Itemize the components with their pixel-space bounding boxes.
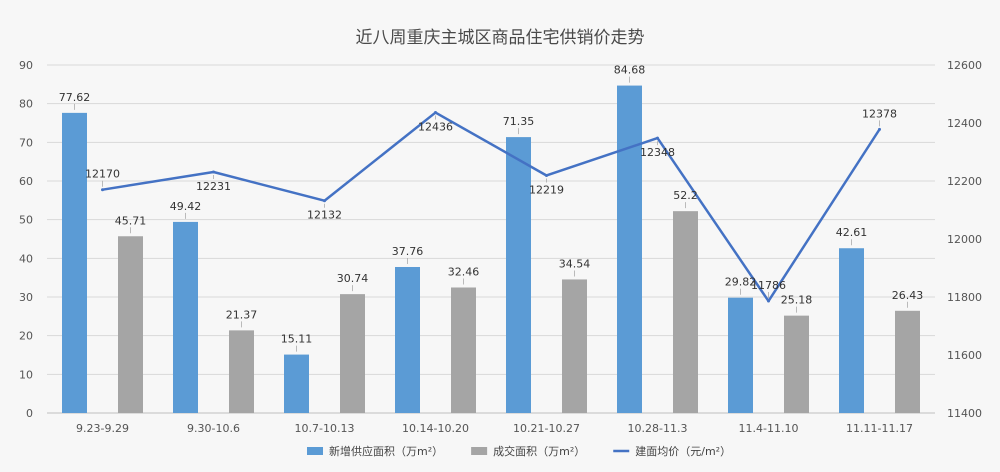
line-point xyxy=(434,111,437,115)
bar xyxy=(617,85,642,413)
bar-data-label: 25.18 xyxy=(781,294,813,307)
bar-data-label: 30.74 xyxy=(337,272,369,285)
bar-data-label: 71.35 xyxy=(503,115,535,128)
y-left-tick-label: 60 xyxy=(19,175,33,188)
y-right-tick-label: 11600 xyxy=(947,349,982,362)
y-left-tick-label: 20 xyxy=(19,330,33,343)
line-data-label: 12348 xyxy=(640,146,675,159)
y-right-tick-label: 12600 xyxy=(947,59,982,72)
y-left-tick-label: 70 xyxy=(19,136,33,149)
x-tick-label: 11.11-11.17 xyxy=(846,422,913,435)
bar xyxy=(562,279,587,413)
bars xyxy=(62,85,920,414)
bar-data-label: 45.71 xyxy=(115,214,147,227)
x-tick-label: 10.28-11.3 xyxy=(628,422,688,435)
bar xyxy=(395,266,420,413)
bar xyxy=(229,330,254,413)
legend-label: 建面均价（元/m²） xyxy=(635,444,731,458)
y-axis-left: 0 10 20 30 40 50 60 70 80 90 xyxy=(19,59,33,420)
line-data-label: 12132 xyxy=(307,209,342,222)
y-right-tick-label: 12000 xyxy=(947,233,982,246)
x-tick-label: 9.23-9.29 xyxy=(76,422,129,435)
line-point xyxy=(212,170,215,174)
chart-title: 近八周重庆主城区商品住宅供销价走势 xyxy=(356,28,645,48)
y-axis-right: 11400 11600 11800 12000 12200 12400 12600 xyxy=(947,59,982,420)
bar xyxy=(62,112,87,414)
bar-data-label: 21.37 xyxy=(226,308,258,321)
line-point xyxy=(656,136,659,140)
x-tick-label: 10.14-10.20 xyxy=(402,422,469,435)
data-labels: 77.62 45.71 49.42 21.37 15.11 30.74 37.76 32.46… xyxy=(59,64,924,352)
bar xyxy=(173,221,198,413)
bar-data-label: 37.76 xyxy=(392,245,424,258)
y-right-tick-label: 11800 xyxy=(947,291,982,304)
line-point xyxy=(767,299,770,303)
bar-data-label: 34.54 xyxy=(559,257,591,270)
line-data-label: 12378 xyxy=(862,107,897,120)
line-point xyxy=(101,188,104,192)
x-tick-label: 9.30-10.6 xyxy=(187,422,240,435)
bar-data-label: 32.46 xyxy=(448,265,480,278)
bar xyxy=(340,294,365,413)
line-data-label: 12436 xyxy=(418,121,453,134)
bar xyxy=(451,287,476,413)
y-left-tick-label: 40 xyxy=(19,252,33,265)
bar-data-label: 77.62 xyxy=(59,91,91,104)
series-line xyxy=(102,111,881,303)
x-tick-label: 11.4-11.10 xyxy=(739,422,799,435)
bar-data-label: 84.68 xyxy=(614,64,646,77)
bar xyxy=(284,354,309,413)
y-left-tick-label: 30 xyxy=(19,291,33,304)
x-axis: 9.23-9.29 9.30-10.6 10.7-10.13 10.14-10.20 1… xyxy=(47,412,935,435)
legend-swatch xyxy=(307,447,323,455)
bar xyxy=(118,236,143,413)
bar-data-label: 42.61 xyxy=(836,226,868,239)
bar-data-label: 15.11 xyxy=(281,333,313,346)
line-data-label: 12231 xyxy=(196,180,231,193)
bar-data-label: 49.42 xyxy=(170,200,202,213)
legend-swatch xyxy=(471,447,488,455)
bar xyxy=(673,211,698,413)
legend: 新增供应面积（万m²） 成交面积（万m²） 建面均价（元/m²） xyxy=(307,444,731,458)
bar xyxy=(728,297,753,413)
bar xyxy=(506,137,531,413)
bar xyxy=(839,248,864,413)
y-left-tick-label: 50 xyxy=(19,214,33,227)
y-left-tick-label: 90 xyxy=(19,59,33,72)
line-point xyxy=(545,173,548,177)
x-tick-label: 10.7-10.13 xyxy=(295,422,355,435)
price-line xyxy=(101,111,881,303)
bar xyxy=(784,315,809,413)
line-point xyxy=(878,127,881,131)
bar-data-label: 26.43 xyxy=(892,289,924,302)
x-tick-label: 10.21-10.27 xyxy=(513,422,580,435)
y-left-tick-label: 80 xyxy=(19,98,33,111)
bar-data-label: 29.82 xyxy=(725,276,757,289)
line-data-label: 12219 xyxy=(529,183,564,196)
line-data-label: 12170 xyxy=(85,168,120,181)
legend-label: 成交面积（万m²） xyxy=(493,444,585,458)
legend-label: 新增供应面积（万m²） xyxy=(329,444,443,458)
y-right-tick-label: 12200 xyxy=(947,175,982,188)
bar xyxy=(895,310,920,413)
bar-data-label: 52.2 xyxy=(673,189,698,202)
y-left-tick-label: 10 xyxy=(19,368,33,381)
y-left-tick-label: 0 xyxy=(26,407,33,420)
y-right-tick-label: 12400 xyxy=(947,117,982,130)
y-right-tick-label: 11400 xyxy=(947,407,982,420)
line-point xyxy=(323,199,326,203)
line-data-label: 11786 xyxy=(751,279,786,292)
